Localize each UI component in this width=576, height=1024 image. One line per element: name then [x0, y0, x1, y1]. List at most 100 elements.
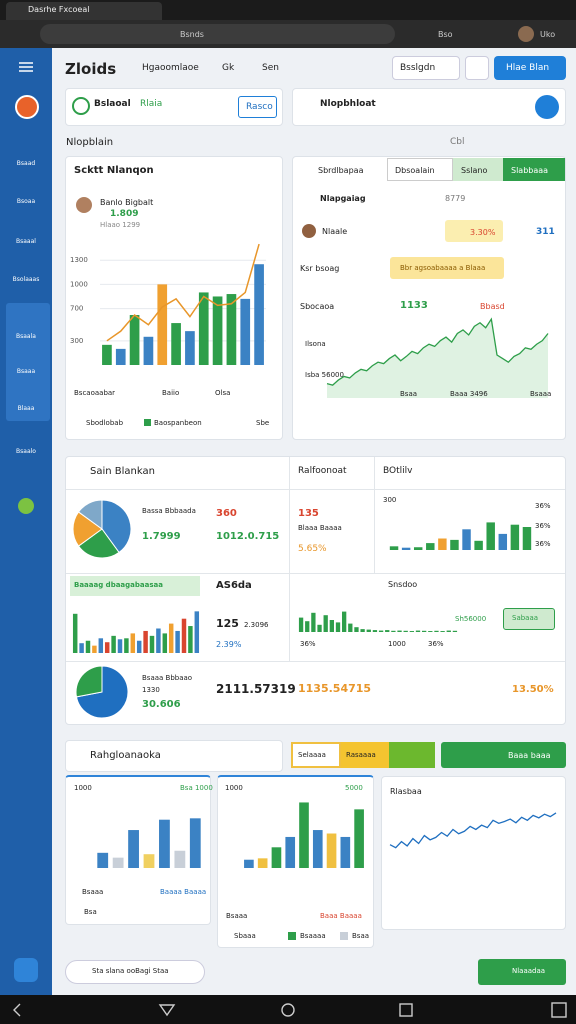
- pie-slice: [72, 511, 103, 547]
- button[interactable]: [478, 959, 566, 985]
- bar: [389, 546, 399, 550]
- action-button[interactable]: [535, 95, 559, 119]
- axis-label: Olsa: [215, 389, 231, 397]
- nav-link[interactable]: Hgaoomlaoe: [142, 63, 199, 73]
- bar: [326, 833, 337, 868]
- button[interactable]: [441, 742, 566, 768]
- bar: [428, 631, 433, 632]
- address: Bsnds: [180, 30, 204, 39]
- bar: [385, 630, 390, 632]
- profile[interactable]: Uko: [540, 30, 556, 39]
- row-value: 3.30%: [470, 228, 496, 237]
- bar: [285, 836, 296, 868]
- nav-item[interactable]: Bsaaal: [16, 238, 36, 245]
- bar-chart: 300 700 1000 1300: [70, 243, 266, 365]
- status-dot: [18, 498, 34, 514]
- nav-item[interactable]: Bsoaa: [16, 198, 36, 205]
- bar: [372, 630, 378, 632]
- legend-item: Sbodlobab: [86, 419, 124, 427]
- axis-label: Baaa Baaaa: [320, 912, 362, 920]
- axis-label: Baiio: [162, 389, 180, 397]
- nav-item[interactable]: Bsaalo: [16, 448, 36, 455]
- tab-label: Selaaaa: [298, 751, 326, 759]
- bar: [85, 640, 91, 653]
- tab[interactable]: [341, 742, 389, 768]
- legend-swatch: [288, 932, 296, 940]
- total: 1135.54715: [298, 682, 372, 695]
- bar: [378, 630, 384, 632]
- divider: [66, 489, 565, 490]
- summary-card: [65, 88, 283, 126]
- nav-item[interactable]: Bsaala: [16, 333, 36, 340]
- bar: [185, 331, 195, 365]
- button-label: Bsslgdn: [400, 63, 436, 73]
- logo[interactable]: [15, 95, 39, 119]
- nav-link[interactable]: Gk: [222, 63, 235, 73]
- bar: [98, 638, 104, 653]
- tab[interactable]: [389, 742, 435, 768]
- bar: [194, 611, 200, 653]
- bar: [360, 629, 365, 632]
- tab[interactable]: [387, 158, 453, 181]
- nav-item[interactable]: Bsaad: [16, 160, 36, 167]
- line-chart: [326, 317, 549, 398]
- page-title: Zloids: [65, 60, 117, 78]
- card: [381, 776, 566, 930]
- bar: [130, 633, 136, 653]
- bar: [244, 859, 254, 868]
- pie-slice: [101, 499, 132, 554]
- avatar: [76, 197, 92, 213]
- tab[interactable]: [453, 158, 503, 181]
- y-tick-label: 700: [70, 305, 83, 313]
- nav-link[interactable]: Sen: [262, 63, 279, 73]
- icon-button[interactable]: [465, 56, 489, 80]
- line: [326, 317, 549, 386]
- bar: [446, 630, 451, 632]
- stat-label: AS6da: [216, 580, 252, 591]
- avatar[interactable]: [518, 26, 534, 42]
- bar: [254, 264, 264, 365]
- nav-item[interactable]: Bsolaaas: [12, 276, 40, 283]
- bar: [311, 612, 316, 632]
- axis-label: 1000: [74, 784, 92, 792]
- tab-label: Rasaaaa: [346, 751, 376, 759]
- summary-label: Bslaoal: [94, 99, 131, 109]
- menu-icon[interactable]: [18, 61, 34, 73]
- bar: [510, 524, 520, 550]
- stat-sub: 2.39%: [216, 640, 242, 649]
- axis-label: Baaaa Baaaa: [160, 888, 207, 896]
- primary-button[interactable]: [494, 56, 566, 80]
- address-field[interactable]: [40, 24, 395, 44]
- bar: [156, 628, 161, 653]
- total: 2111.57319: [216, 682, 296, 696]
- card-title: Sain Blankan: [90, 466, 155, 477]
- stat-label: Blaaa Baaaa: [298, 524, 342, 532]
- bar: [342, 611, 347, 632]
- bar: [97, 852, 109, 868]
- pie-slice: [77, 499, 103, 530]
- y-tick-label: 300: [70, 337, 83, 345]
- bar-chart: [244, 802, 364, 868]
- bar: [124, 638, 129, 653]
- filter[interactable]: [65, 960, 205, 984]
- tab[interactable]: [291, 742, 341, 768]
- bar: [426, 543, 435, 550]
- legend-item: Baospanbeon: [154, 419, 202, 427]
- bar: [112, 857, 124, 868]
- button[interactable]: [238, 96, 277, 118]
- axis-label: Bsaaa: [82, 888, 104, 896]
- bar: [391, 630, 396, 632]
- tab[interactable]: [6, 2, 162, 20]
- button[interactable]: [392, 56, 460, 80]
- panel-title: Scktt Nlanqon: [74, 165, 154, 176]
- chart-value: Sh56000: [455, 615, 487, 623]
- tab[interactable]: [503, 158, 565, 181]
- bar: [149, 635, 155, 653]
- axis-label: 36%: [300, 640, 316, 648]
- nav-item[interactable]: Blaaa: [17, 405, 35, 412]
- nav-item[interactable]: Bsaaa: [16, 368, 36, 375]
- button[interactable]: [503, 608, 555, 630]
- legend-item: Sbe: [256, 419, 270, 427]
- account[interactable]: Bso: [438, 30, 453, 39]
- help-button[interactable]: [14, 958, 38, 982]
